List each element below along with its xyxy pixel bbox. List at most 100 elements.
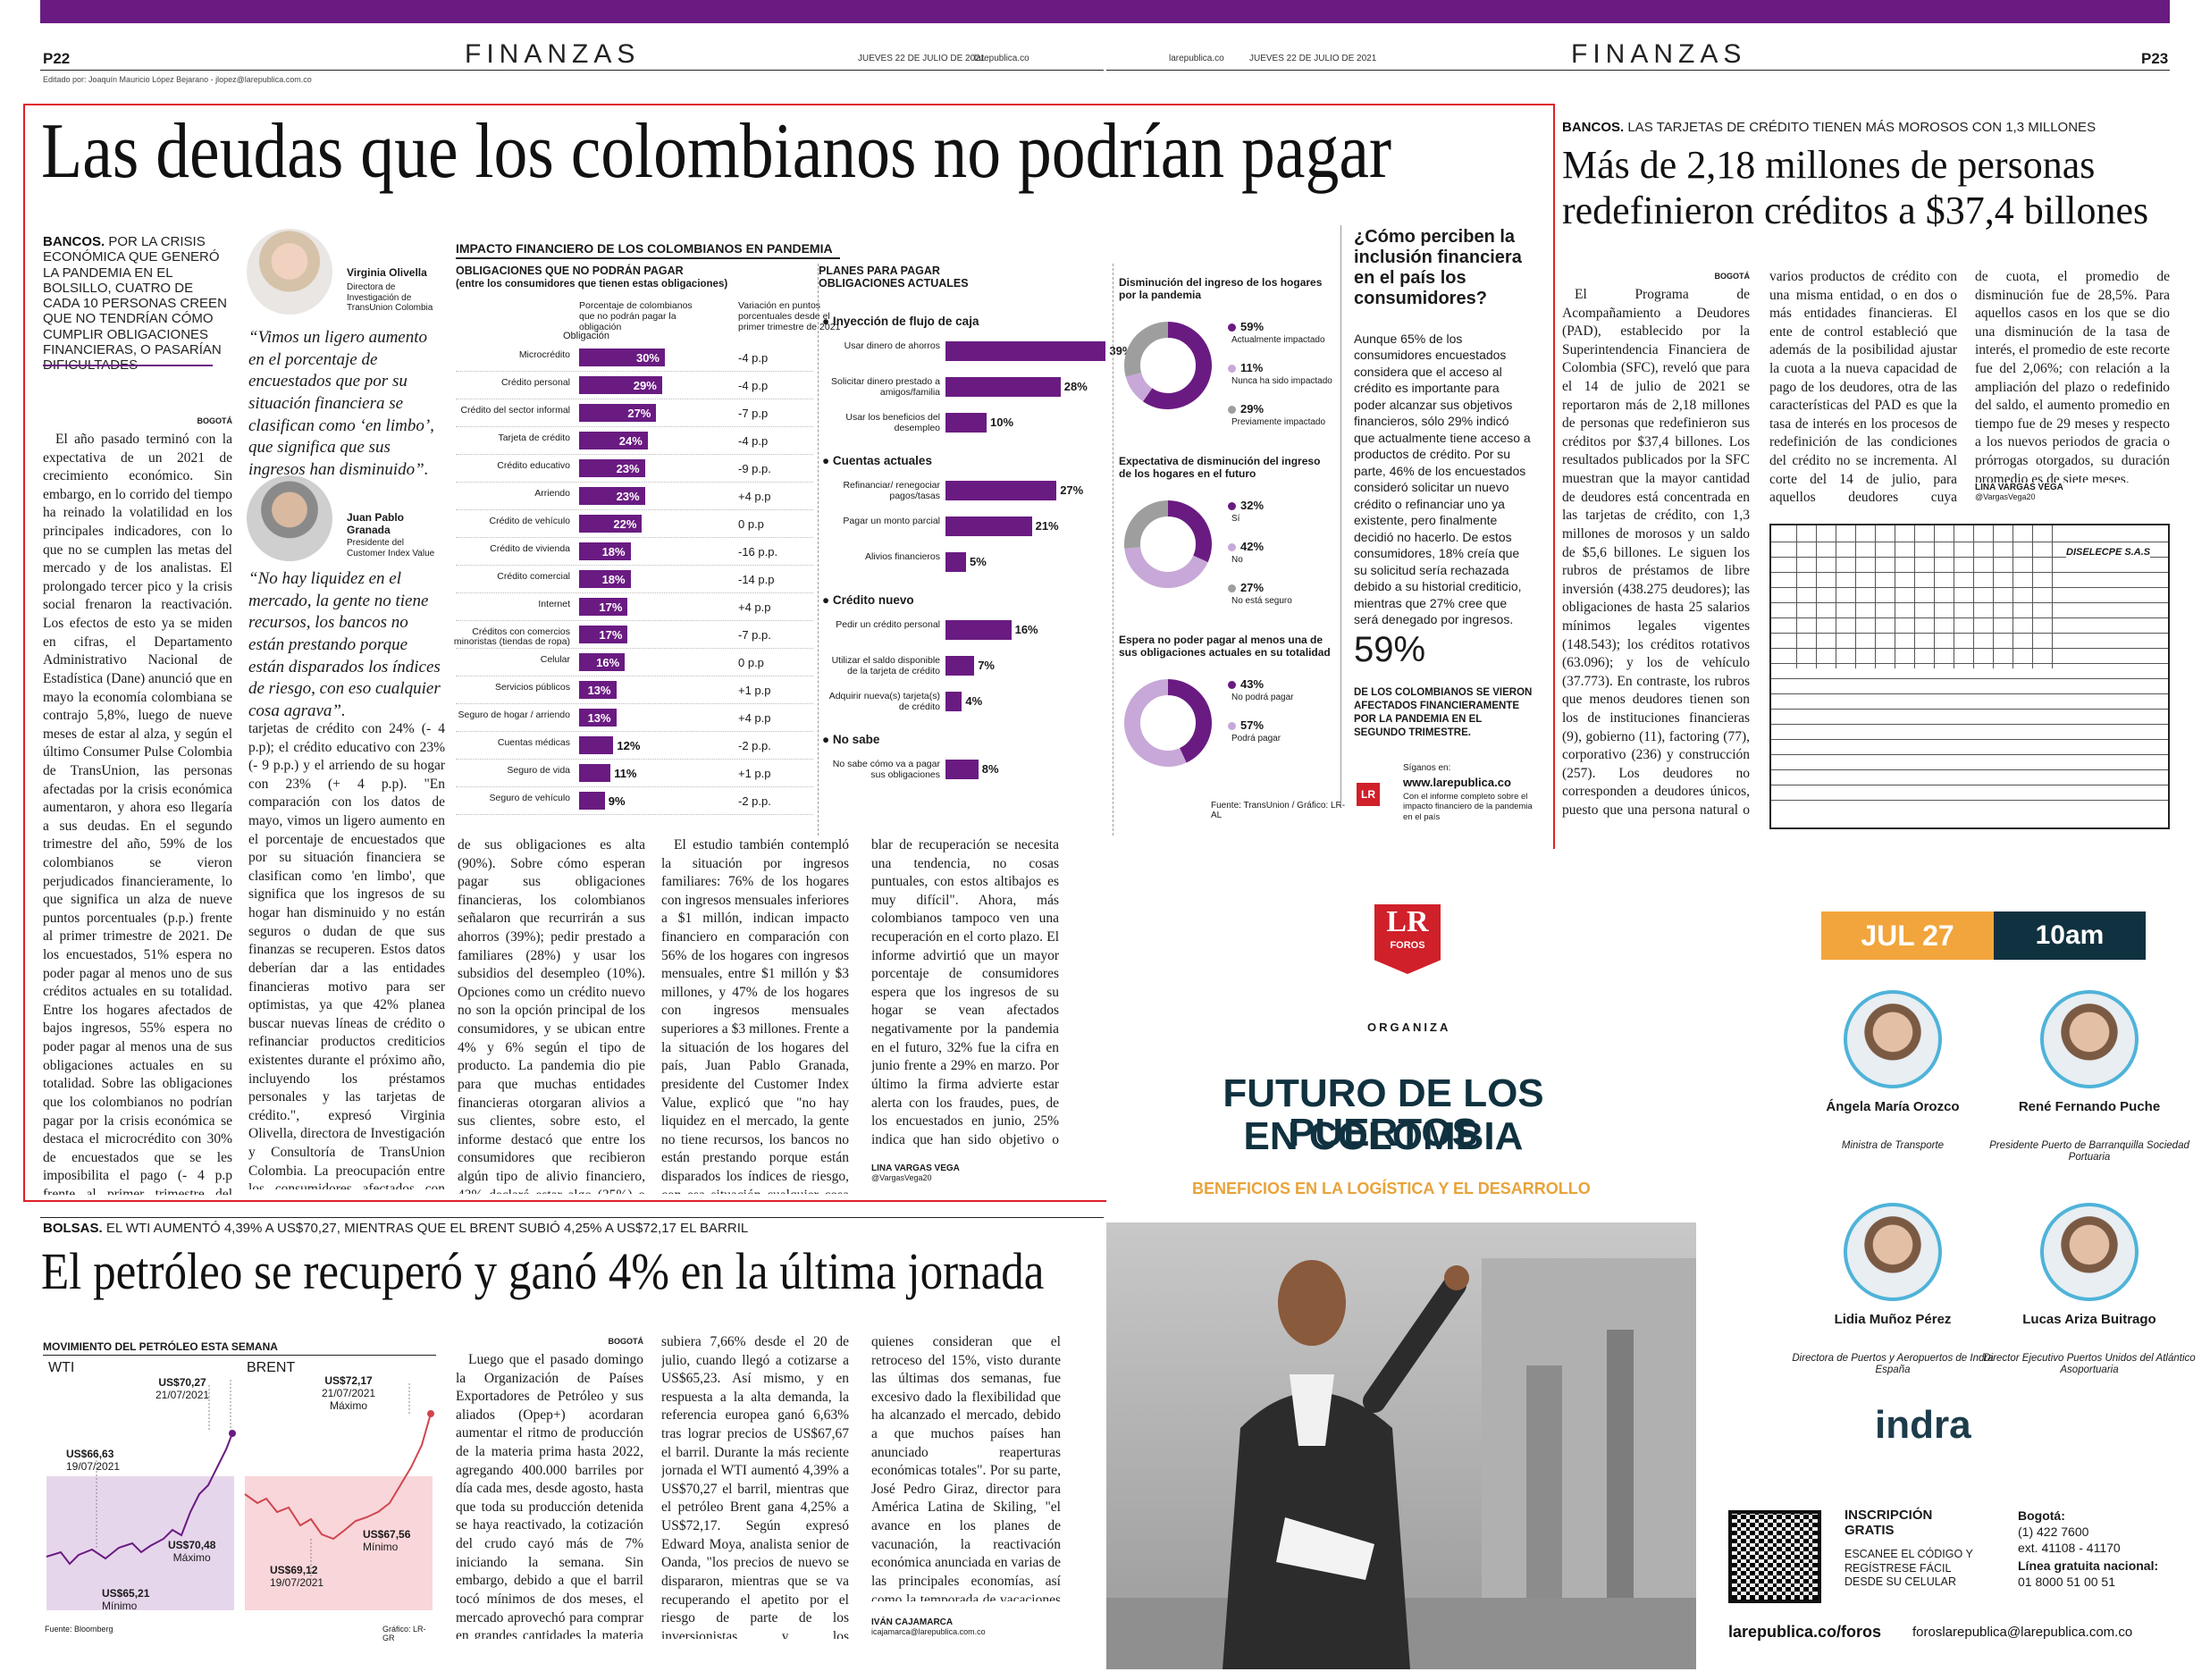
- plan-value: 10%: [990, 416, 1014, 429]
- brent-ann-1: US$72,17 21/07/2021 Máximo: [322, 1374, 375, 1412]
- brent-ann-1-value: US$72,17: [324, 1374, 373, 1387]
- main-col-3: de sus obligaciones es alta (90%). Sobre…: [458, 836, 645, 1194]
- brent-ann-2-value: US$67,56: [363, 1528, 411, 1541]
- plan-bar: [945, 552, 966, 572]
- notice-col-line: [1914, 525, 1915, 668]
- donut-slice-desc: No podrá pagar: [1231, 693, 1294, 702]
- notice-row-line: [1771, 754, 2168, 755]
- plan-bar: [945, 620, 1012, 640]
- oil-kicker-text: EL WTI AUMENTÓ 4,39% A US$70,27, MIENTRA…: [105, 1221, 749, 1236]
- donut-slice-value: 32%: [1240, 499, 1265, 512]
- obligation-variation: -4 p.p: [738, 434, 769, 448]
- obligation-value: 18%: [601, 573, 626, 586]
- plan-value: 28%: [1063, 380, 1088, 393]
- donut-slice: [1124, 679, 1212, 767]
- event-ad[interactable]: LR FOROS ORGANIZA FUTURO DE LOS PUERTOS …: [1106, 849, 2196, 1669]
- date-left: JUEVES 22 DE JULIO DE 2021: [858, 54, 986, 63]
- obligation-row-rule: [456, 731, 813, 732]
- legal-notice-grid: [1771, 525, 2168, 827]
- oil-headline: El petróleo se recuperó y ganó 4% en la …: [41, 1242, 1045, 1300]
- legal-notice-table: DISELECPE S.A.S: [1769, 524, 2170, 829]
- donut-title: Espera no poder pagar al menos una de su…: [1119, 634, 1331, 659]
- obligation-row-rule: [456, 786, 813, 787]
- plan-value: 4%: [965, 694, 983, 708]
- obligation-row-rule: [456, 648, 813, 649]
- main-col-4: El estudio también contempló la situació…: [661, 836, 849, 1194]
- obligation-value: 13%: [587, 684, 611, 697]
- right-headline: Más de 2,18 millones de personas redefin…: [1562, 143, 2149, 232]
- obligation-bar: [579, 542, 631, 560]
- obligation-label: Servicios públicos: [494, 682, 570, 693]
- obligation-label: Crédito comercial: [497, 571, 570, 582]
- notice-row-line: [1771, 572, 2168, 573]
- col-pct-header: Porcentaje de colombianos que no podrán …: [579, 300, 693, 333]
- obligation-label: Arriendo: [534, 488, 570, 499]
- ad-title-2: EN COLOMBIA: [1243, 1114, 1524, 1158]
- plan-label: Utilizar el saldo disponible de la tarje…: [831, 655, 940, 676]
- brent-label: BRENT: [247, 1360, 296, 1375]
- notice-row-line: [1771, 724, 2168, 725]
- wti-ann-4-note: Mínimo: [102, 1600, 138, 1612]
- obligation-label: Crédito de vivienda: [490, 543, 570, 554]
- main-author: LINA VARGAS VEGA @VargasVega20: [871, 1163, 1050, 1182]
- main-col-2-text: tarjetas de crédito con 24% (- 4 p.p); e…: [248, 721, 445, 1189]
- donut-title: Disminución del ingreso de los hogares p…: [1119, 276, 1323, 301]
- col-obligation-header: Obligación: [563, 331, 609, 341]
- oil-col-2-text: subiera 7,66% desde el 20 de julio, cuan…: [661, 1334, 849, 1639]
- obligation-value: 29%: [633, 379, 657, 392]
- obligation-label: Crédito de vehículo: [489, 516, 570, 526]
- speaker-name: René Fernando Puche: [2018, 1099, 2161, 1114]
- oil-col-2: subiera 7,66% desde el 20 de julio, cuan…: [661, 1333, 849, 1639]
- plan-value: 8%: [981, 762, 999, 776]
- obligation-value: 16%: [596, 656, 620, 669]
- obligation-bar: [579, 515, 643, 533]
- sidebar-follow-text: Con el informe completo sobre el impacto…: [1403, 792, 1533, 822]
- obligation-variation: -16 p.p.: [738, 545, 778, 559]
- plan-value: 7%: [978, 659, 995, 672]
- main-headline: Las deudas que los colombianos no podría…: [41, 108, 1392, 195]
- speaker-avatar: [2040, 1203, 2139, 1301]
- oil-chart-source: Fuente: Bloomberg: [45, 1625, 113, 1634]
- obligation-bar: [579, 349, 665, 366]
- notice-col-line: [2032, 525, 2033, 668]
- col-var-header: Variación en puntos porcentuales desde e…: [738, 300, 841, 333]
- date-right: JUEVES 22 DE JULIO DE 2021: [1249, 54, 1377, 63]
- oil-chart-title-rule: [43, 1355, 436, 1356]
- infographic-title-rule: [456, 257, 840, 259]
- obligation-variation: +1 p.p: [738, 684, 771, 697]
- obligation-value: 18%: [601, 545, 626, 559]
- lr-logo-icon: LR: [1357, 783, 1380, 806]
- ad-email-link[interactable]: foroslarepublica@larepublica.com.co: [1912, 1625, 2133, 1640]
- qr-code-icon[interactable]: [1728, 1510, 1821, 1603]
- brent-area-bg: [245, 1476, 433, 1610]
- plan-bar: [945, 413, 987, 433]
- header-rule-right: [1106, 70, 2170, 71]
- obligation-variation: -2 p.p.: [738, 739, 771, 752]
- speaker-avatar: [2040, 990, 2139, 1088]
- notice-row-line: [1771, 633, 2168, 634]
- plan-group-title: ● Inyección de flujo de caja: [822, 315, 979, 328]
- main-kicker: BANCOS. POR LA CRISIS ECONÓMICA QUE GENE…: [43, 234, 231, 373]
- notice-row-line: [1771, 693, 2168, 694]
- ad-url-link[interactable]: larepublica.co/foros: [1728, 1623, 1882, 1641]
- speaker-name: Lidia Muñoz Pérez: [1834, 1312, 1952, 1327]
- obligation-value: 13%: [587, 711, 611, 725]
- wti-ann-3-note: Máximo: [172, 1551, 211, 1564]
- oil-chart: MOVIMIENTO DEL PETRÓLEO ESTA SEMANA WTI …: [43, 1340, 436, 1642]
- oil-chart-credit: Gráfico: LR-GR: [382, 1625, 426, 1642]
- main-author-name: LINA VARGAS VEGA: [871, 1163, 960, 1173]
- wti-label: WTI: [48, 1360, 75, 1375]
- obligation-value: 23%: [616, 462, 640, 475]
- donut-slice-value: 57%: [1240, 718, 1265, 732]
- legend-dot: [1228, 543, 1236, 551]
- ad-ext: ext. 41108 - 41170: [2018, 1541, 2121, 1555]
- obligation-value: 12%: [617, 739, 641, 752]
- legend-dot: [1228, 365, 1236, 373]
- legend-dot: [1228, 722, 1236, 730]
- obligation-label: Seguro de vida: [507, 765, 570, 776]
- sidebar-link[interactable]: www.larepublica.co: [1403, 776, 1511, 789]
- main-col-3-text: de sus obligaciones es alta (90%). Sobre…: [458, 837, 645, 1194]
- wti-ann-4-value: US$65,21: [102, 1587, 150, 1600]
- oil-col-1-text: Luego que el pasado domingo la Organizac…: [456, 1351, 643, 1639]
- obligations-sub: (entre los consumidores que tienen estas…: [456, 279, 728, 290]
